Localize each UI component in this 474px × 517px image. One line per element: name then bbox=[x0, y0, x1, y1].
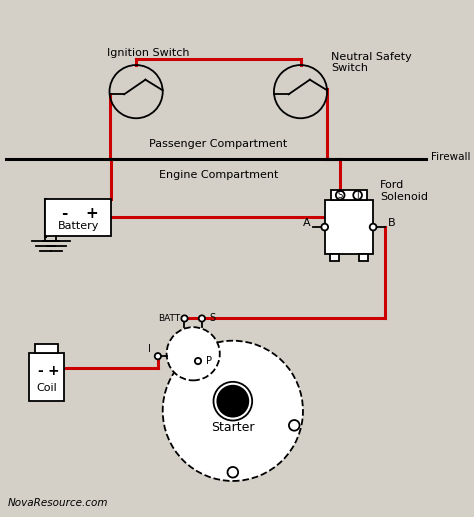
Text: BATT: BATT bbox=[158, 314, 180, 323]
Circle shape bbox=[228, 467, 238, 478]
Text: P: P bbox=[206, 356, 212, 366]
Text: S: S bbox=[337, 191, 343, 200]
Circle shape bbox=[289, 420, 300, 431]
Text: Firewall: Firewall bbox=[431, 152, 471, 162]
Text: Ford
Solenoid: Ford Solenoid bbox=[380, 180, 428, 202]
Text: B: B bbox=[388, 218, 395, 228]
Circle shape bbox=[199, 315, 205, 322]
Bar bbox=[329, 254, 339, 261]
Text: NovaResource.com: NovaResource.com bbox=[8, 498, 109, 508]
Text: -: - bbox=[61, 206, 68, 221]
Text: I: I bbox=[148, 344, 151, 355]
Text: +: + bbox=[47, 364, 59, 378]
Bar bbox=[46, 199, 111, 236]
Circle shape bbox=[155, 353, 161, 359]
Bar bbox=[331, 190, 367, 201]
Circle shape bbox=[336, 191, 345, 200]
Text: S: S bbox=[210, 313, 216, 324]
Circle shape bbox=[195, 358, 201, 364]
Bar bbox=[325, 201, 373, 254]
Text: -: - bbox=[37, 364, 43, 378]
Text: Starter: Starter bbox=[211, 421, 255, 434]
Circle shape bbox=[182, 315, 188, 322]
Text: I: I bbox=[356, 191, 359, 200]
Text: +: + bbox=[85, 206, 98, 221]
Circle shape bbox=[166, 327, 220, 381]
Bar bbox=[358, 254, 368, 261]
Circle shape bbox=[370, 224, 376, 231]
Bar bbox=[29, 353, 64, 401]
Bar bbox=[35, 344, 58, 353]
Circle shape bbox=[353, 191, 362, 200]
Text: Battery: Battery bbox=[57, 221, 99, 231]
Circle shape bbox=[163, 341, 303, 481]
Text: Engine Compartment: Engine Compartment bbox=[159, 170, 278, 180]
Text: Passenger Compartment: Passenger Compartment bbox=[149, 139, 287, 149]
Text: Ignition Switch: Ignition Switch bbox=[107, 48, 190, 58]
Text: A: A bbox=[302, 218, 310, 228]
Circle shape bbox=[321, 224, 328, 231]
Text: Neutral Safety
Switch: Neutral Safety Switch bbox=[331, 52, 412, 73]
Text: Coil: Coil bbox=[36, 383, 57, 392]
Circle shape bbox=[218, 386, 248, 417]
